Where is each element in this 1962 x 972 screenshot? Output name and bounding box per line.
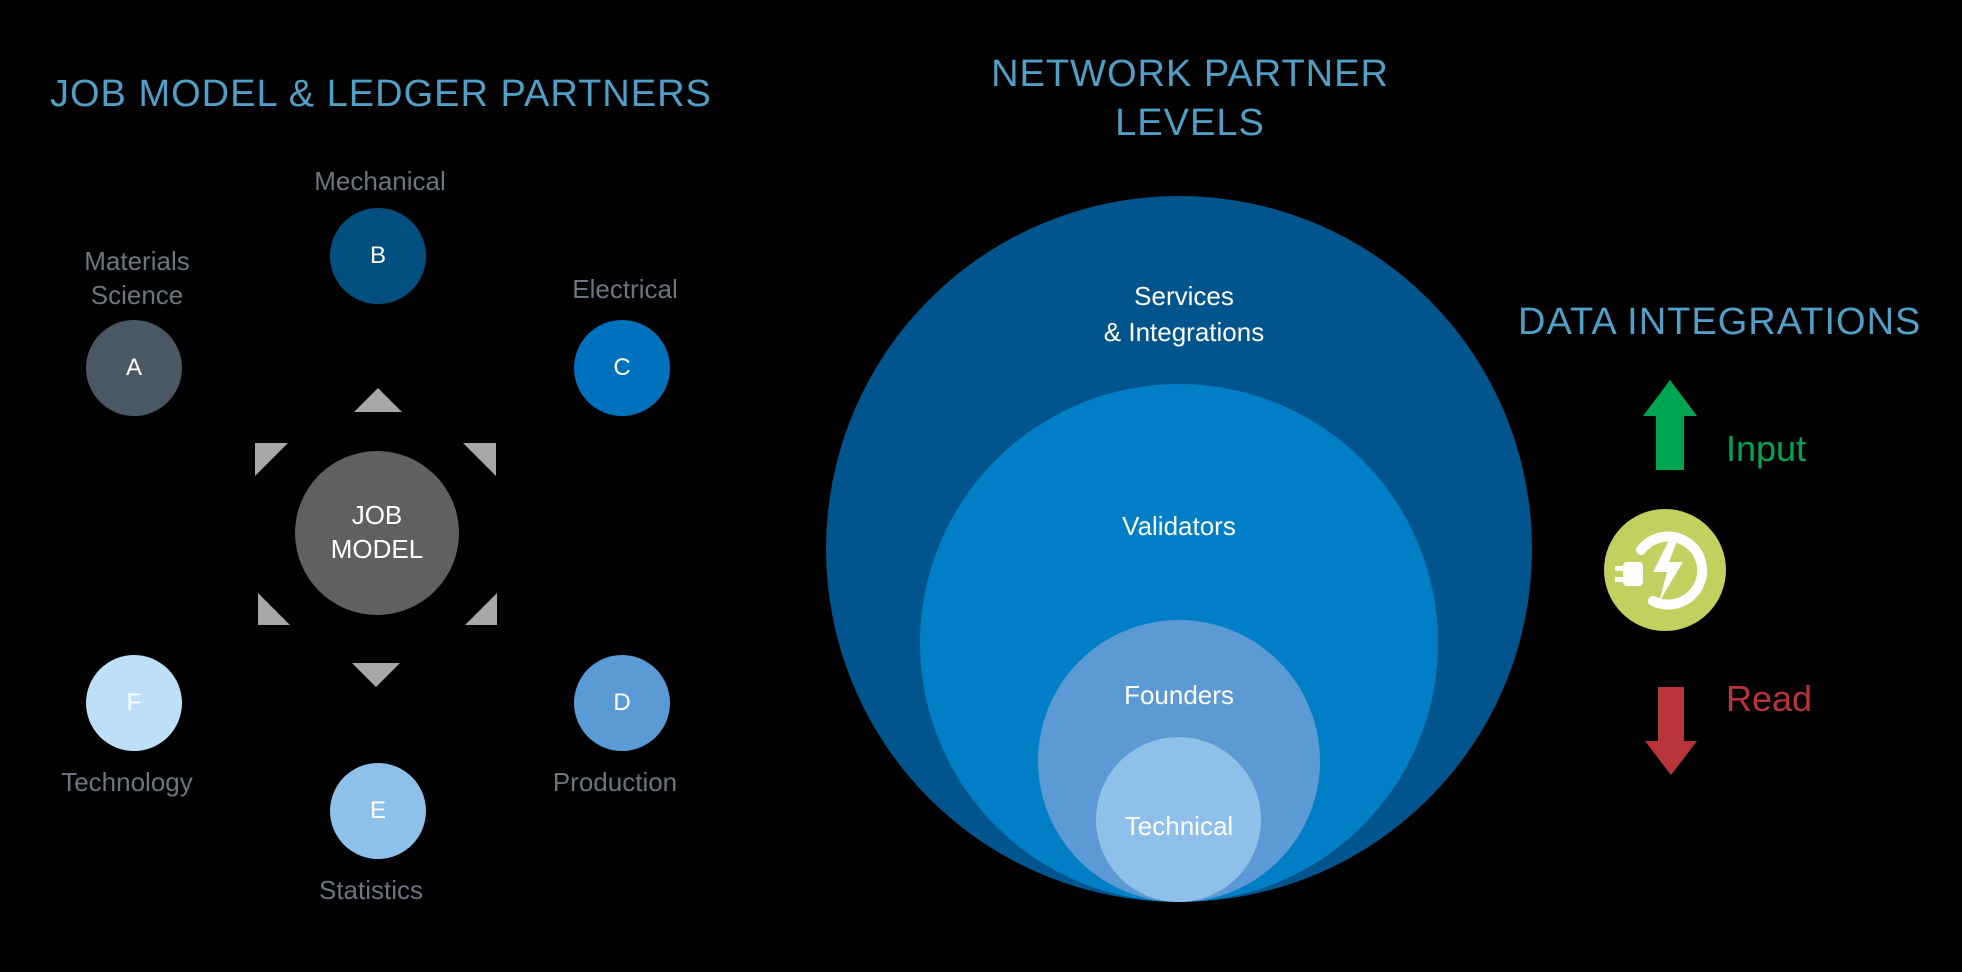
- arrow-down-right-icon: [465, 593, 497, 625]
- partner-f-node[interactable]: F: [86, 655, 182, 751]
- partner-e-node[interactable]: E: [330, 763, 426, 859]
- level-validators-label: Validators: [1122, 511, 1236, 541]
- arrow-up-left-icon: [255, 443, 288, 476]
- arrow-up-right-icon: [463, 443, 496, 476]
- level-services-label: Services & Integrations: [1103, 281, 1265, 348]
- partner-b-node[interactable]: B: [330, 208, 426, 304]
- partner-c-node[interactable]: C: [574, 320, 670, 416]
- arrow-up-icon: [354, 388, 402, 412]
- read-label: Read: [1726, 678, 1813, 719]
- input-arrow-icon: [1643, 380, 1697, 470]
- job-model-title: JOB MODEL & LEDGER PARTNERS: [50, 73, 712, 115]
- arrow-down-icon: [352, 663, 400, 687]
- partner-b-label: Mechanical: [314, 166, 446, 196]
- partner-d-node[interactable]: D: [574, 655, 670, 751]
- job-model-hub[interactable]: JOB MODEL: [295, 451, 459, 615]
- input-label: Input: [1726, 428, 1807, 469]
- partner-f-label: Technology: [61, 767, 193, 797]
- partner-e-label: Statistics: [318, 875, 424, 905]
- read-arrow-icon: [1645, 687, 1697, 775]
- level-founders-label: Founders: [1124, 680, 1234, 710]
- partner-a-node[interactable]: A: [86, 320, 182, 416]
- data-integrations-title: DATA INTEGRATIONS: [1518, 301, 1922, 343]
- arrow-down-left-icon: [258, 593, 290, 625]
- plug-power-icon[interactable]: [1603, 508, 1727, 632]
- network-partner-title: NETWORK PARTNER LEVELS: [991, 53, 1389, 145]
- partner-d-label: Production: [552, 767, 678, 797]
- level-technical-circle[interactable]: [1096, 737, 1261, 902]
- partner-a-label: Materials Science: [84, 246, 190, 310]
- level-technical-label: Technical: [1124, 811, 1234, 841]
- partner-c-label: Electrical: [572, 274, 678, 304]
